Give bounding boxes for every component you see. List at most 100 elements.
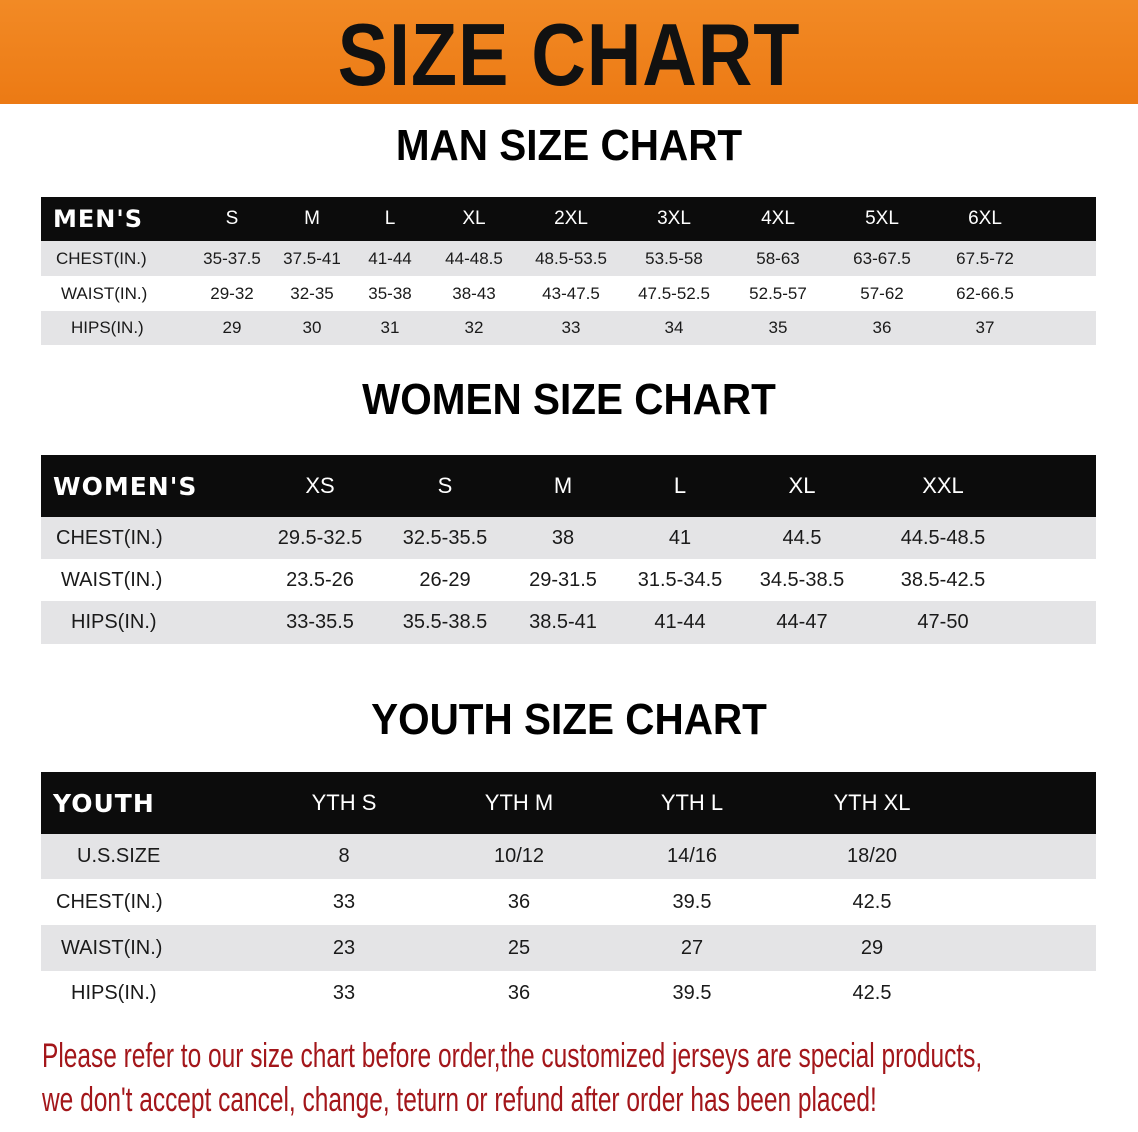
- size-header: YTH L: [660, 790, 724, 815]
- measurement-label: WAIST(IN.): [61, 936, 163, 959]
- measurement-value: 26-29: [419, 568, 471, 591]
- measurement-value: 23.5-26: [286, 568, 354, 591]
- measurement-value: 29-32: [210, 283, 254, 303]
- measurement-label: U.S.SIZE: [77, 845, 161, 867]
- women-table-row: CHEST(IN.) 29.5-32.5 32.5-35.5 38 41 44.5 44.5…: [41, 517, 1096, 559]
- measurement-value: 18/20: [846, 845, 898, 867]
- size-header: 5XL: [865, 208, 899, 229]
- measurement-value: 35.5-38.5: [402, 611, 488, 633]
- measurement-value: 10/12: [493, 845, 545, 867]
- measurement-value: 53.5-58: [645, 248, 703, 268]
- size-header: 2XL: [554, 208, 588, 229]
- measurement-label: HIPS(IN.): [71, 318, 144, 337]
- measurement-value: 63-67.5: [853, 248, 911, 268]
- youth-table-row: CHEST(IN.) 33 36 39.5 42.5: [41, 879, 1096, 925]
- measurement-value: 47.5-52.5: [638, 283, 710, 303]
- title-banner: SIZE CHART: [0, 0, 1138, 104]
- women-table-row: HIPS(IN.) 33-35.5 35.5-38.5 38.5-41 41-44 44-…: [41, 601, 1096, 644]
- measurement-value: 27: [680, 936, 704, 959]
- size-header: YTH M: [484, 790, 554, 815]
- size-header: S: [437, 473, 453, 498]
- women-section-title: WOMEN SIZE CHART: [362, 375, 776, 424]
- measurement-value: 32.5-35.5: [402, 526, 488, 549]
- measurement-value: 34.5-38.5: [759, 568, 845, 591]
- measurement-value: 37: [975, 318, 995, 337]
- table-heading: WOMEN'S: [53, 471, 198, 501]
- measurement-value: 30: [302, 318, 322, 337]
- size-header: 4XL: [761, 208, 795, 229]
- measurement-label: CHEST(IN.): [56, 248, 147, 268]
- size-header: 3XL: [657, 208, 691, 229]
- measurement-value: 25: [507, 936, 531, 959]
- measurement-value: 39.5: [672, 982, 712, 1004]
- measurement-value: 38.5-42.5: [900, 568, 986, 591]
- measurement-value: 31: [380, 318, 400, 337]
- women-table-row: WAIST(IN.) 23.5-26 26-29 29-31.5 31.5-34.5 34…: [41, 559, 1096, 601]
- youth-table-row: HIPS(IN.) 33 36 39.5 42.5: [41, 971, 1096, 1016]
- youth-table-row: WAIST(IN.) 23 25 27 29: [41, 925, 1096, 971]
- measurement-value: 58-63: [756, 248, 800, 268]
- measurement-value: 52.5-57: [749, 283, 807, 303]
- size-header: XL: [788, 473, 816, 498]
- measurement-value: 41-44: [654, 611, 706, 633]
- measurement-value: 14/16: [666, 845, 718, 867]
- measurement-value: 36: [507, 890, 531, 913]
- men-size-table: MEN'S S M L XL 2XL 3XL 4XL 5XL 6XL CHEST(IN.) 35-37…: [41, 197, 1096, 345]
- size-header: XS: [305, 473, 335, 498]
- measurement-value: 41: [668, 526, 692, 549]
- size-header: M: [304, 208, 320, 229]
- size-header: L: [384, 208, 396, 229]
- measurement-label: WAIST(IN.): [61, 283, 148, 303]
- youth-size-table: YOUTH YTH S YTH M YTH L YTH XL U.S.SIZE 8 10/12…: [41, 772, 1096, 1016]
- measurement-value: 34: [664, 318, 684, 337]
- measurement-value: 31.5-34.5: [637, 568, 723, 591]
- measurement-value: 48.5-53.5: [535, 248, 607, 268]
- size-header: YTH XL: [833, 790, 911, 815]
- size-header: 6XL: [968, 208, 1002, 229]
- table-heading: YOUTH: [53, 788, 155, 818]
- order-notice-line-1: Please refer to our size chart before or…: [42, 1037, 983, 1075]
- measurement-label: HIPS(IN.): [71, 611, 157, 633]
- measurement-label: HIPS(IN.): [71, 982, 157, 1004]
- size-header: YTH S: [311, 790, 377, 815]
- measurement-value: 43-47.5: [542, 283, 600, 303]
- measurement-value: 67.5-72: [956, 248, 1014, 268]
- measurement-label: WAIST(IN.): [61, 568, 163, 591]
- measurement-value: 38-43: [452, 283, 496, 303]
- measurement-value: 62-66.5: [956, 283, 1014, 303]
- measurement-value: 33: [332, 890, 356, 913]
- measurement-value: 23: [332, 936, 356, 959]
- order-notice-line-2: we don't accept cancel, change, teturn o…: [42, 1081, 877, 1119]
- women-header-row: WOMEN'S XS S M L XL XXL: [41, 455, 1096, 517]
- women-size-table: WOMEN'S XS S M L XL XXL CHEST(IN.) 29.5-32.5 32.5…: [41, 455, 1096, 644]
- measurement-value: 38: [551, 526, 575, 549]
- measurement-value: 32-35: [290, 283, 334, 303]
- measurement-value: 39.5: [672, 890, 712, 913]
- measurement-value: 44-48.5: [445, 248, 503, 268]
- measurement-value: 35-37.5: [203, 248, 261, 268]
- measurement-value: 42.5: [852, 982, 892, 1004]
- measurement-value: 44.5: [782, 526, 822, 549]
- size-header: XXL: [922, 473, 964, 498]
- measurement-value: 29-31.5: [529, 568, 597, 591]
- size-header: S: [225, 208, 239, 229]
- measurement-value: 35-38: [368, 283, 412, 303]
- measurement-value: 29.5-32.5: [277, 526, 363, 549]
- measurement-value: 33: [332, 982, 356, 1004]
- men-section-title: MAN SIZE CHART: [395, 121, 743, 170]
- measurement-value: 32: [464, 318, 484, 337]
- measurement-label: CHEST(IN.): [56, 526, 163, 549]
- measurement-value: 42.5: [852, 890, 892, 913]
- youth-header-row: YOUTH YTH S YTH M YTH L YTH XL: [41, 772, 1096, 834]
- men-table-row: WAIST(IN.) 29-32 32-35 35-38 38-43 43-47.5 47.…: [41, 276, 1096, 311]
- size-header: XL: [462, 208, 486, 229]
- measurement-value: 29: [860, 936, 884, 959]
- measurement-value: 38.5-41: [529, 611, 597, 633]
- measurement-value: 8: [338, 845, 350, 867]
- measurement-value: 33: [561, 318, 581, 337]
- measurement-value: 57-62: [860, 283, 904, 303]
- measurement-label: CHEST(IN.): [56, 890, 163, 913]
- measurement-value: 37.5-41: [283, 248, 341, 268]
- measurement-value: 44-47: [776, 611, 828, 633]
- men-table-row: CHEST(IN.) 35-37.5 37.5-41 41-44 44-48.5 48.5…: [41, 241, 1096, 276]
